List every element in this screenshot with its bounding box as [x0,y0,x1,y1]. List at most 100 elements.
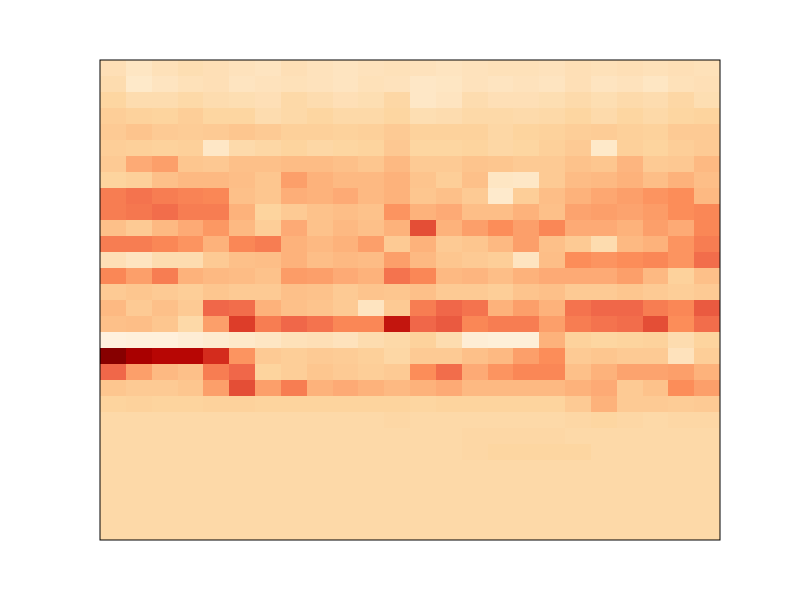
heatmap-cell [281,524,307,540]
heatmap-cell [255,444,281,460]
heatmap-cell [281,460,307,476]
heatmap-cell [410,252,436,268]
heatmap-cell [513,364,539,380]
heatmap-cell [694,444,720,460]
heatmap-cell [203,428,229,444]
heatmap-cell [617,300,643,316]
heatmap-cell [539,316,565,332]
heatmap-cell [436,348,462,364]
heatmap-cell [539,252,565,268]
heatmap-cell [384,300,410,316]
heatmap-cell [462,108,488,124]
heatmap-cell [203,124,229,140]
heatmap-cell [384,108,410,124]
heatmap-cell [436,220,462,236]
heatmap-cell [255,380,281,396]
heatmap-cell [100,108,126,124]
heatmap-cell [152,364,178,380]
heatmap-cell [668,76,694,92]
heatmap-cell [617,76,643,92]
heatmap-cell [462,380,488,396]
heatmap-cell [203,300,229,316]
heatmap-cell [178,316,203,332]
heatmap-cell [591,92,617,108]
heatmap-cell [488,348,513,364]
heatmap-cell [462,332,488,348]
heatmap-cell [410,396,436,412]
heatmap-cell [694,316,720,332]
heatmap-cell [565,92,591,108]
heatmap-cell [229,124,255,140]
heatmap-cell [617,172,643,188]
heatmap-cell [410,220,436,236]
heatmap-cell [591,476,617,492]
heatmap-cell [513,492,539,508]
heatmap-cell [178,92,203,108]
heatmap-cell [410,460,436,476]
heatmap-cell [178,460,203,476]
heatmap-cell [617,444,643,460]
heatmap-cell [591,300,617,316]
heatmap-cell [591,204,617,220]
heatmap-cell [410,380,436,396]
heatmap-cell [694,172,720,188]
heatmap-cell [488,268,513,284]
heatmap-cell [307,220,333,236]
heatmap-cell [229,220,255,236]
heatmap-cell [126,252,152,268]
heatmap-cell [436,332,462,348]
heatmap-cell [152,508,178,524]
heatmap-cell [513,92,539,108]
heatmap-cell [178,172,203,188]
heatmap-cell [100,252,126,268]
heatmap-cell [126,508,152,524]
heatmap-cell [410,444,436,460]
heatmap-cell [229,396,255,412]
heatmap-cell [462,460,488,476]
heatmap-cell [178,268,203,284]
heatmap-cell [488,508,513,524]
heatmap-cell [281,76,307,92]
heatmap-cell [668,284,694,300]
heatmap-cell [410,236,436,252]
heatmap-cell [591,492,617,508]
heatmap-cell [436,476,462,492]
heatmap-cell [462,252,488,268]
heatmap-cell [281,252,307,268]
heatmap-cell [100,380,126,396]
heatmap-cell [410,476,436,492]
heatmap-cell [152,460,178,476]
heatmap-cell [281,348,307,364]
heatmap-cell [694,140,720,156]
heatmap-cell [694,268,720,284]
heatmap-cell [591,156,617,172]
heatmap-cell [100,492,126,508]
heatmap-cell [462,156,488,172]
heatmap-cell [384,412,410,428]
heatmap-cell [436,188,462,204]
heatmap-cell [255,156,281,172]
heatmap-cell [643,348,668,364]
heatmap-cell [152,348,178,364]
heatmap-cell [384,204,410,220]
heatmap-cell [384,460,410,476]
heatmap-cell [462,396,488,412]
heatmap-cell [565,284,591,300]
heatmap-cell [100,364,126,380]
heatmap-cell [436,92,462,108]
heatmap-cell [384,76,410,92]
heatmap-cell [668,476,694,492]
heatmap-cell [565,348,591,364]
heatmap-cell [488,300,513,316]
heatmap-cell [255,124,281,140]
heatmap-cell [178,364,203,380]
heatmap-cell [100,524,126,540]
heatmap-cell [539,508,565,524]
heatmap-cell [436,396,462,412]
heatmap-cell [307,444,333,460]
heatmap-cell [126,380,152,396]
heatmap-cell [591,252,617,268]
heatmap-cell [513,204,539,220]
heatmap-cell [436,76,462,92]
heatmap-cell [436,524,462,540]
